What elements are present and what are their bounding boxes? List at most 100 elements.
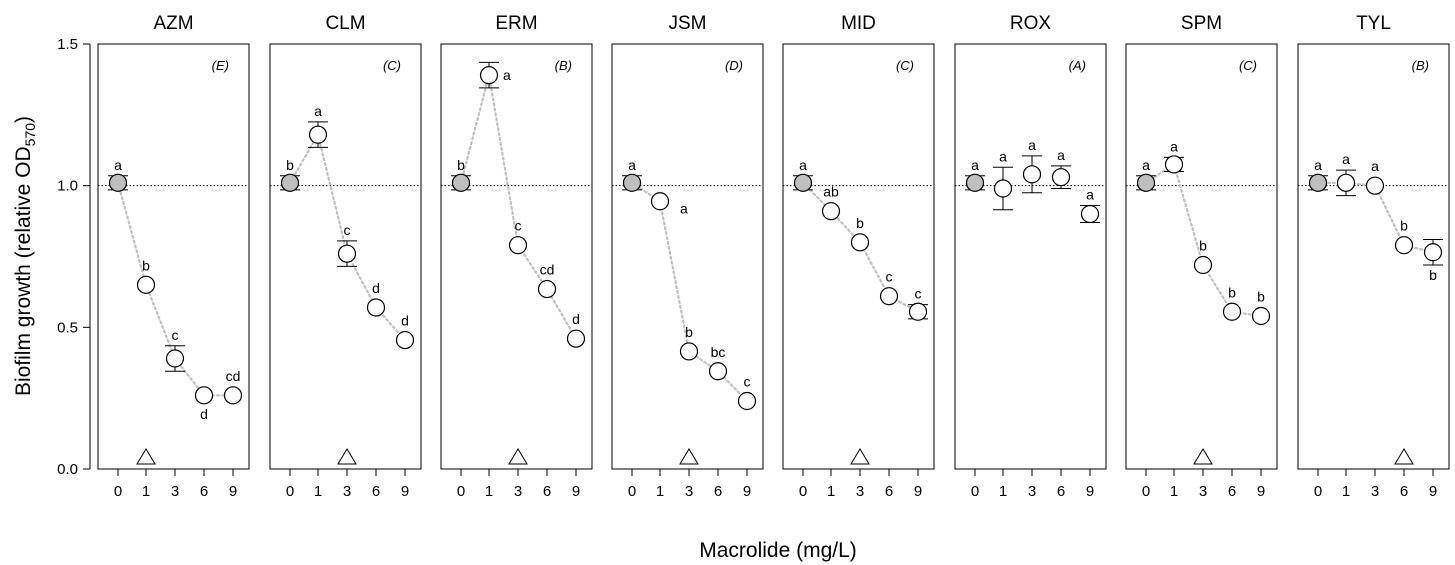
significance-letter: b [286, 157, 294, 173]
panel-clm: CLM (C) 0 1 3 6 9 b a c d d [269, 13, 422, 500]
data-point [165, 349, 185, 368]
panel-title: ROX [1010, 13, 1052, 34]
significance-letter: a [1142, 157, 1150, 173]
significance-letter: cd [226, 368, 241, 384]
significance-letter: a [1371, 158, 1379, 174]
x-tick-label: 1 [142, 483, 150, 500]
group-label: (B) [1412, 58, 1429, 73]
x-tick-label: 3 [1371, 483, 1379, 500]
significance-letter: b [1400, 218, 1408, 234]
x-axis-title: Macrolide (mg/L) [699, 539, 857, 562]
data-point [993, 179, 1013, 198]
x-tick-label: 3 [514, 483, 522, 500]
x-tick-label: 9 [401, 483, 409, 500]
y-tick-label: 0.0 [57, 461, 78, 478]
x-tick-label: 9 [1086, 483, 1094, 500]
data-point [479, 66, 499, 85]
data-point [337, 244, 357, 263]
control-point [622, 173, 642, 192]
y-axis-title-close: ) [12, 116, 35, 123]
control-point [965, 173, 985, 192]
significance-letter: d [372, 280, 380, 296]
data-point [1336, 173, 1356, 192]
panel-title: ERM [495, 13, 537, 34]
significance-letter: b [856, 215, 864, 231]
trend-line [630, 181, 749, 403]
triangle-marker [679, 448, 699, 465]
significance-letter: b [457, 157, 465, 173]
y-tick-label: 1.0 [57, 178, 78, 195]
control-point [793, 173, 813, 192]
panel-spm: SPM (C) 0 1 3 6 9 a a b b b [1125, 13, 1278, 500]
x-tick-label: 1 [314, 483, 322, 500]
significance-letter: d [572, 311, 580, 327]
triangle-marker [1193, 448, 1213, 465]
y-axis-title-main: Biofilm growth (relative OD [12, 146, 35, 396]
significance-letter: a [1342, 151, 1350, 167]
significance-letter: a [1028, 137, 1036, 153]
x-tick-label: 9 [1429, 483, 1437, 500]
panel-rox: ROX (A) 0 1 3 6 9 a a a a a [954, 13, 1107, 500]
x-tick-label: 0 [286, 483, 294, 500]
trend-line [459, 74, 578, 340]
data-point [194, 386, 214, 405]
panel-frame [97, 43, 250, 470]
data-point [679, 342, 699, 361]
x-tick-label: 9 [914, 483, 922, 500]
trend-line [1144, 162, 1263, 318]
x-tick-label: 0 [457, 483, 465, 500]
x-tick-label: 1 [1170, 483, 1178, 500]
significance-letter: a [971, 157, 979, 173]
data-point [1365, 176, 1385, 195]
x-tick-label: 1 [827, 483, 835, 500]
triangle-marker [508, 448, 528, 465]
x-tick-label: 1 [656, 483, 664, 500]
x-tick-label: 6 [200, 483, 208, 500]
y-axis-title-subscript: 570 [22, 123, 38, 147]
significance-letter: b [142, 257, 150, 273]
data-point [879, 287, 899, 306]
group-label: (E) [212, 58, 229, 73]
data-point [1423, 243, 1443, 262]
panel-frame [954, 43, 1107, 470]
x-tick-label: 0 [971, 483, 979, 500]
panel-mid: MID (C) 0 1 3 6 9 aab b c c [782, 13, 935, 500]
group-label: (C) [896, 58, 914, 73]
y-axis-title: Biofilm growth (relative OD570) [12, 116, 38, 396]
x-tick-label: 3 [343, 483, 351, 500]
x-tick-label: 6 [714, 483, 722, 500]
data-point [395, 330, 415, 350]
data-point [708, 362, 728, 381]
x-tick-label: 0 [628, 483, 636, 500]
control-point [1308, 173, 1328, 192]
significance-letter: a [680, 200, 688, 216]
significance-letter: a [628, 157, 636, 173]
significance-letter: a [1170, 138, 1178, 154]
significance-letter: b [1429, 267, 1437, 283]
data-point [850, 233, 870, 252]
data-point [223, 386, 243, 405]
panel-title: TYL [1356, 13, 1391, 34]
significance-letter: a [799, 157, 807, 173]
x-tick-label: 9 [229, 483, 237, 500]
significance-letter: cd [540, 262, 555, 278]
significance-letter: bc [711, 344, 726, 360]
triangle-marker [337, 448, 357, 465]
x-tick-label: 0 [1142, 483, 1150, 500]
x-tick-label: 1 [1342, 483, 1350, 500]
significance-letter: a [503, 67, 511, 83]
group-label: (B) [555, 58, 572, 73]
data-point [908, 302, 928, 321]
significance-letter: d [401, 313, 409, 329]
x-tick-label: 3 [685, 483, 693, 500]
group-label: (C) [383, 58, 401, 73]
group-label: (A) [1069, 58, 1086, 73]
x-tick-label: 6 [1057, 483, 1065, 500]
x-tick-label: 6 [1400, 483, 1408, 500]
trend-line [288, 131, 407, 342]
y-tick-label: 0.5 [57, 319, 78, 336]
significance-letter: c [172, 327, 179, 343]
significance-letter: c [744, 374, 751, 390]
data-point [1193, 255, 1213, 275]
